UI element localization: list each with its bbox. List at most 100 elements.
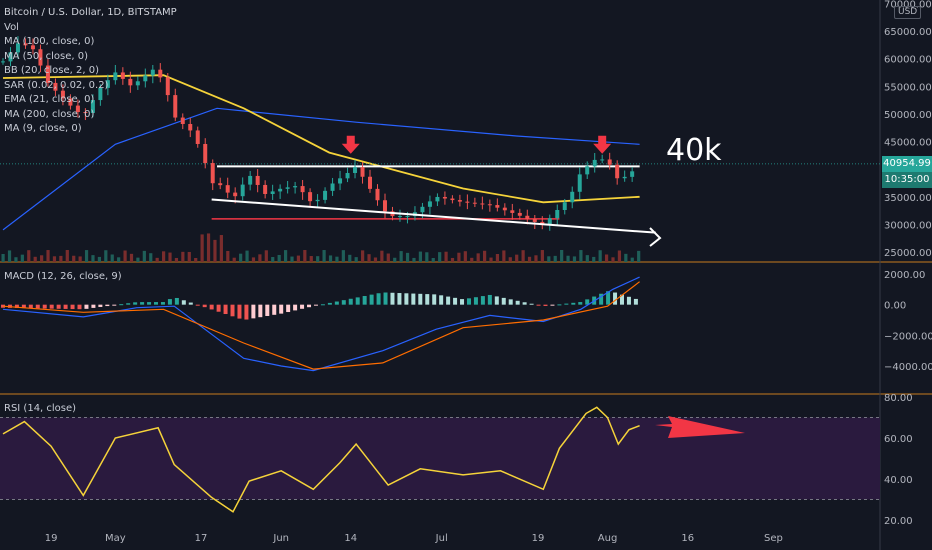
time-tick-label: 19 [532, 533, 545, 544]
macd-hist-bar [460, 299, 465, 305]
volume-bar [328, 255, 333, 262]
currency-badge[interactable]: USD [894, 6, 922, 19]
candle-body [427, 201, 432, 207]
volume-bar [418, 251, 422, 262]
volume-bar [40, 255, 44, 262]
macd-hist-bar [251, 304, 256, 319]
volume-bar [271, 257, 275, 262]
macd-hist-bar [515, 300, 520, 305]
volume-bar [341, 250, 345, 262]
macd-hist-bar [160, 302, 165, 305]
candle-body [1, 61, 5, 63]
volume-bar [213, 239, 217, 262]
macd-hist-bar [501, 297, 506, 305]
rsi-pointer-arrow [655, 416, 745, 438]
candle-body [435, 196, 440, 202]
volume-bar [630, 257, 634, 262]
legend-ema21[interactable]: EMA (21, close, 0) [4, 94, 95, 105]
legend-sar[interactable]: SAR (0.02, 0.02, 0.2) [4, 79, 109, 91]
volume-bar [393, 257, 397, 262]
macd-hist-bar [140, 302, 145, 305]
candle-body [143, 75, 148, 82]
macd-tick-label: −4000.00 [884, 362, 932, 373]
volume-bar [104, 250, 108, 262]
volume-bar [162, 251, 166, 262]
legend-bb[interactable]: BB (20, close, 2, 0) [4, 65, 99, 76]
volume-bar [425, 252, 429, 262]
macd-hist-bar [543, 304, 548, 306]
price-tick-label: 55000.00 [884, 82, 932, 93]
candle-body [150, 69, 155, 76]
macd-hist-bar [279, 304, 284, 314]
volume-bar [296, 255, 301, 262]
volume-bar [405, 252, 410, 262]
volume-bar [463, 251, 467, 262]
candle-body [607, 159, 612, 165]
legend-ma9[interactable]: MA (9, close, 0) [4, 123, 82, 134]
volume-bar [251, 257, 256, 262]
volume-bar [174, 257, 179, 262]
volume-bar [245, 250, 249, 262]
candle-body [180, 117, 185, 125]
macd-hist-bar [466, 298, 471, 305]
time-tick-label: 16 [681, 533, 694, 544]
down-arrow-0 [341, 135, 360, 154]
macd-hist-bar [147, 302, 152, 305]
candle-body [285, 187, 290, 189]
candle-body [68, 98, 73, 106]
price-tick-label: 35000.00 [884, 193, 932, 204]
macd-hist-bar [613, 292, 618, 305]
symbol-title[interactable]: Bitcoin / U.S. Dollar, 1D, BITSTAMP [4, 7, 177, 18]
macd-hist-bar [494, 296, 499, 305]
macd-hist-bar [21, 304, 26, 309]
legend-ma100[interactable]: MA (100, close, 0) [4, 36, 95, 47]
candle-body [405, 216, 410, 218]
macd-hist-bar [376, 293, 381, 305]
macd-hist-bar [112, 304, 117, 306]
macd-hist-bar [49, 304, 54, 309]
volume-bar [502, 250, 506, 262]
candle-body [195, 130, 200, 144]
macd-hist-bar [334, 301, 339, 305]
macd-tick-label: 0.00 [884, 301, 906, 312]
volume-bar [46, 250, 50, 262]
volume-bar [399, 251, 403, 262]
candle-body [248, 175, 253, 185]
volume-bar [444, 251, 448, 262]
volume-bar [168, 252, 172, 262]
legend-ma200[interactable]: MA (200, close, 0) [4, 108, 95, 120]
candle-body [113, 72, 118, 81]
volume-bar [547, 256, 551, 262]
macd-hist-bar [105, 304, 110, 307]
legend-ma50[interactable]: MA (50, close, 0) [4, 50, 89, 62]
volume-bar [457, 252, 461, 262]
time-tick-label: Jul [435, 533, 448, 544]
rsi-legend[interactable]: RSI (14, close) [4, 403, 77, 414]
macd-hist-bar [313, 304, 318, 306]
macd-hist-bar [237, 304, 242, 319]
volume-bar [149, 253, 153, 262]
volume-bar [129, 253, 134, 262]
volume-bar [7, 250, 12, 262]
candle-body [165, 77, 170, 96]
candle-body [323, 190, 328, 200]
volume-bar [258, 254, 262, 262]
candle-body [233, 192, 238, 197]
volume-bar [412, 257, 416, 262]
candle-body [225, 185, 230, 193]
legend-vol[interactable]: Vol [4, 21, 19, 33]
candle-body [83, 112, 88, 114]
macd-legend[interactable]: MACD (12, 26, close, 9) [4, 271, 122, 282]
macd-hist-bar [348, 298, 353, 305]
candle-countdown: 10:35:00 [882, 172, 932, 188]
candle-body [128, 78, 133, 86]
macd-hist-bar [244, 304, 249, 320]
candle-body [60, 90, 65, 99]
ma50-line [2, 74, 640, 204]
current-price-tag: 40954.99 [882, 156, 932, 172]
volume-bar [611, 257, 615, 262]
volume-bar [534, 255, 538, 262]
macd-hist-bar [626, 296, 631, 305]
candle-body [465, 201, 470, 203]
